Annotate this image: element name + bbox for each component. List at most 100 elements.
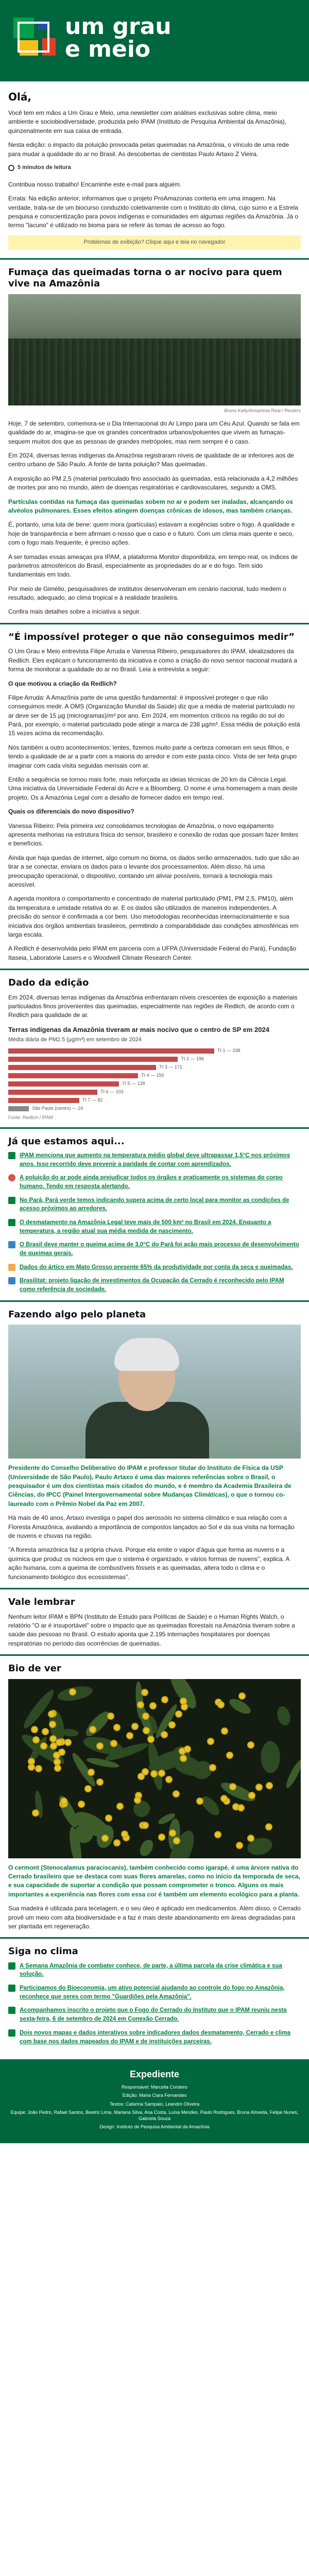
chart-bar-row: TI 5 — 128	[8, 1080, 301, 1088]
list-item-link[interactable]: Dados do ártico em Mato Grosso presente …	[20, 1264, 293, 1270]
list-item-link[interactable]: IPAM menciona que aumento na temperatura…	[20, 1153, 290, 1167]
divider	[0, 1127, 309, 1129]
interview-section: “É impossível proteger o que não consegu…	[0, 632, 309, 962]
flower-shape	[33, 1737, 39, 1742]
leaf-shape	[261, 1740, 281, 1773]
list-item[interactable]: Brasilitat: projeto ligação de investime…	[8, 1277, 301, 1294]
list-item-link[interactable]: A Semana Amazônia de combater conhece, d…	[20, 1962, 282, 1978]
list-item-link[interactable]: O Brasil deve manter o queima acima de 3…	[20, 1242, 299, 1257]
list-item[interactable]: IPAM menciona que aumento na temperatura…	[8, 1151, 301, 1168]
flower-shape	[41, 1743, 47, 1749]
clock-icon	[8, 164, 14, 171]
flower-shape	[29, 1758, 34, 1764]
flower-shape	[184, 1746, 190, 1752]
list-item[interactable]: No Pará, Pará verde temos indicando supe…	[8, 1196, 301, 1213]
section-title-planet: Fazendo algo pelo planeta	[8, 1309, 146, 1320]
chart-bar-row: TI 1 — 238	[8, 1047, 301, 1055]
data-section: Dado da edição Em 2024, diversas terras …	[0, 977, 309, 1121]
flower-shape	[248, 1835, 253, 1841]
list-item-link[interactable]: Participamos do Bioeconomia, um ativo po…	[20, 1985, 285, 2000]
list-item[interactable]: Participamos do Bioeconomia, um ativo po…	[8, 1984, 301, 2001]
chart-bar-row: TI 7 — 82	[8, 1097, 301, 1104]
answer-2c: A agenda monitora o comportamento e conc…	[8, 895, 299, 938]
flower-shape	[54, 1753, 59, 1758]
intro-section: Olá, Você tem em mãos a Um Grau e Meio, …	[0, 90, 309, 250]
list-item-link[interactable]: O desmatamento na Amazônia Legal teve ma…	[20, 1219, 271, 1234]
chart-title: Terras indígenas da Amazônia tiveram ar …	[8, 1025, 269, 1033]
megaphone-icon	[8, 1152, 15, 1160]
flower-shape	[182, 1704, 187, 1710]
flower-shape	[114, 1725, 119, 1731]
chart-bar-label: TI 5 — 128	[122, 1081, 145, 1086]
flower-shape	[216, 1699, 221, 1705]
flower-shape	[90, 1726, 95, 1732]
flower-shape	[169, 1830, 175, 1836]
section7-p2: Sua madeira é utilizada para tecelagem, …	[8, 1905, 301, 1930]
list-item[interactable]: Dois novos mapas e dados interativos sob…	[8, 2029, 301, 2046]
view-in-browser-link[interactable]: Problemas de exibição? Clique aqui e lei…	[8, 235, 301, 250]
newsletter-title: um grau e meio	[65, 13, 171, 62]
flower-shape	[50, 1743, 56, 1749]
leaf-shape	[198, 1793, 223, 1819]
greeting: Olá,	[8, 91, 31, 103]
section1-p1: Hoje, 7 de setembro, comemora-se o Dia I…	[8, 419, 300, 445]
flower-shape	[266, 1824, 272, 1829]
list-item-link[interactable]: Acompanhamos inscrito o projeto que o Fo…	[20, 2007, 287, 2023]
intro-paragraph-1: Você tem em mãos a Um Grau e Meio, uma n…	[8, 109, 287, 134]
flower-shape	[230, 1784, 235, 1789]
flower-shape	[29, 1764, 35, 1770]
flower-shape	[33, 1810, 39, 1816]
flower-shape	[102, 1836, 108, 1841]
chart-bars: TI 1 — 238 TI 2 — 196 TI 3 — 171 TI 4 — 150…	[8, 1047, 301, 1112]
divider	[0, 1937, 309, 1939]
flower-shape	[159, 1835, 165, 1840]
flower-shape	[108, 1714, 114, 1719]
list-item-link[interactable]: Brasilitat: projeto ligação de investime…	[20, 1278, 284, 1293]
list-item[interactable]: A poluição do ar pode ainda prejudicar t…	[8, 1174, 301, 1191]
flower-shape	[78, 1801, 84, 1807]
divider	[0, 622, 309, 624]
list-item[interactable]: A Semana Amazônia de combater conhece, d…	[8, 1962, 301, 1979]
chart-icon	[8, 1241, 15, 1249]
list-item[interactable]: Acompanhamos inscrito o projeto que o Fo…	[8, 2006, 301, 2023]
flower-shape	[215, 1832, 220, 1837]
list-item-link[interactable]: No Pará, Pará verde temos indicando supe…	[20, 1197, 289, 1212]
chart-bar-row: São Paulo (centro) — 24	[8, 1105, 301, 1112]
divider	[0, 1654, 309, 1656]
list-item[interactable]: O desmatamento na Amazônia Legal teve ma…	[8, 1218, 301, 1235]
forward-text: Contribua nosso trabalho! Encaminhe este…	[8, 180, 182, 188]
flower-shape	[179, 1748, 185, 1754]
chart-bar	[8, 1089, 98, 1095]
chart-bar	[8, 1097, 79, 1103]
list-item-link[interactable]: A poluição do ar pode ainda prejudicar t…	[20, 1175, 283, 1190]
flower-shape	[256, 1785, 262, 1790]
list-item[interactable]: O Brasil deve manter o queima acima de 3…	[8, 1241, 301, 1258]
section-title-remember: Vale lembrar	[8, 1597, 75, 1607]
flower-shape	[181, 1699, 186, 1704]
section-title-bio: Bio de ver	[8, 1663, 61, 1674]
flower-shape	[236, 1843, 242, 1848]
flower-shape	[114, 1840, 120, 1845]
flower-shape	[123, 1835, 129, 1841]
pm25-chart: Terras indígenas da Amazônia tiveram ar …	[8, 1025, 301, 1121]
leaf-icon	[8, 1219, 15, 1227]
forest-fire-photo	[8, 294, 301, 405]
list-item-link[interactable]: Dois novos mapas e dados interativos sob…	[20, 2029, 290, 2045]
bullet-list: A Semana Amazônia de combater conhece, d…	[8, 1962, 301, 2046]
warning-icon	[8, 1263, 15, 1271]
footer-line: Textos: Catarina Sampaio, Leandro Olivei…	[109, 2101, 200, 2107]
flower-shape	[166, 1776, 172, 1782]
flower-shape	[50, 1721, 56, 1727]
leaf-shape	[130, 1798, 153, 1820]
flower-shape	[106, 1815, 111, 1821]
answer-2d: A Redlich é desenvolvida pelo IPAM em pa…	[8, 945, 297, 961]
chart-bar	[8, 1048, 214, 1054]
already-here-section: Já que estamos aqui... IPAM menciona que…	[0, 1136, 309, 1294]
list-item[interactable]: Dados do ártico em Mato Grosso presente …	[8, 1263, 301, 1272]
chart-bar-row: TI 6 — 103	[8, 1089, 301, 1096]
map-icon	[8, 2029, 15, 2037]
flower-shape	[159, 1770, 165, 1776]
section3-p1: Em 2024, diversas terras indígenas da Am…	[8, 993, 298, 1019]
flower-shape	[50, 1736, 56, 1742]
footer: Expediente Responsável: Marcella Cordeir…	[0, 2059, 309, 2144]
